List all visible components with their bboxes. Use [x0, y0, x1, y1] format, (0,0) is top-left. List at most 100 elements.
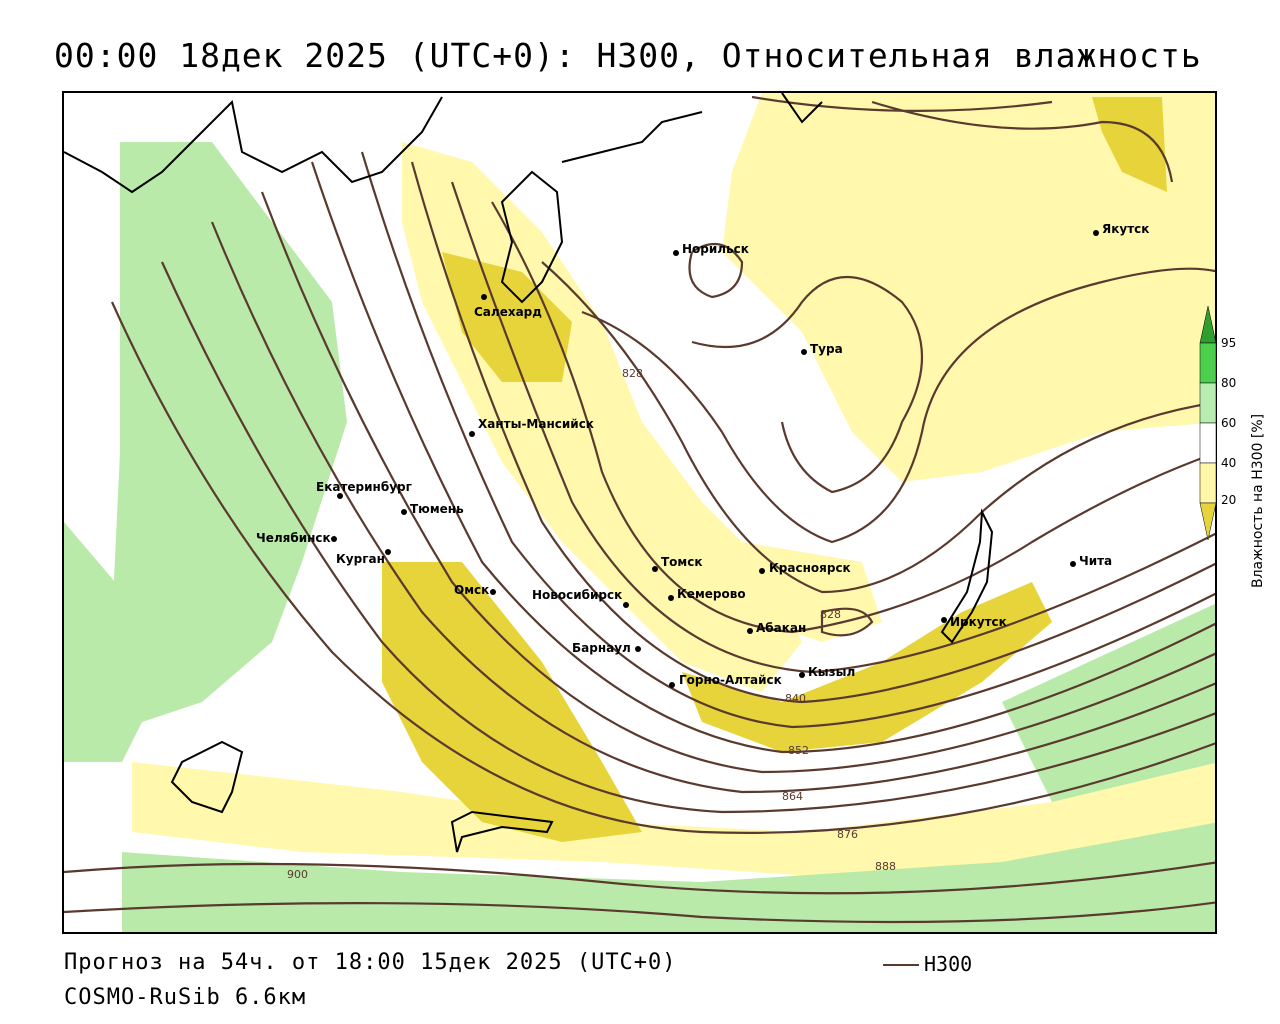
map-svg: 828 828 840 852 864 876 888 900 Якутск Н…	[64, 93, 1215, 932]
colorbar-top-arrow	[1199, 305, 1217, 344]
city-label-barnaul: Барнаул	[572, 641, 631, 655]
h300-contours	[64, 95, 1215, 924]
humidity-area-green-west-2	[64, 522, 152, 762]
city-dot	[747, 628, 753, 634]
city-label-abakan: Абакан	[756, 621, 806, 635]
humidity-area-dark-altai	[682, 582, 1052, 752]
colorbar-tick: 60	[1221, 416, 1236, 430]
city-dot	[337, 493, 343, 499]
city-label-khanty-mansiysk: Ханты-Мансийск	[478, 417, 594, 431]
city-dot	[385, 549, 391, 555]
city-dot	[652, 566, 658, 572]
coastlines	[64, 93, 994, 853]
colorbar-tick: 20	[1221, 493, 1236, 507]
city-dot	[673, 250, 679, 256]
h300-contour	[691, 275, 924, 494]
humidity-area-yellow-ne	[722, 93, 1215, 482]
colorbar-bottom-arrow	[1199, 502, 1217, 541]
colorbar-segment-95	[1199, 342, 1217, 384]
coastline-yamal	[500, 170, 564, 304]
city-label-kurgan: Курган	[336, 552, 385, 566]
contour-label: 828	[622, 367, 643, 380]
contour-label: 840	[785, 692, 806, 705]
humidity-area-dark-south	[382, 562, 642, 842]
h300-contour	[360, 151, 1215, 729]
contour-labels: 828 828 840 852 864 876 888 900	[287, 367, 896, 881]
coastline-east	[781, 93, 823, 124]
city-dot	[635, 646, 641, 652]
coastline-taimyr	[561, 111, 703, 163]
city-label-omsk: Омск	[454, 583, 489, 597]
legend-label: H300	[924, 952, 973, 976]
city-dot	[481, 294, 487, 300]
contour-label: 900	[287, 868, 308, 881]
h300-contour	[110, 301, 1215, 835]
city-dot	[1093, 230, 1099, 236]
city-label-yakutsk: Якутск	[1102, 222, 1149, 236]
city-dot	[668, 595, 674, 601]
city-label-gorno-altaysk: Горно-Алтайск	[679, 673, 782, 687]
cities: Якутск Норильск Салехард Тура Ханты-Манс…	[256, 222, 1149, 688]
city-label-norilsk: Норильск	[682, 242, 749, 256]
h300-contour	[688, 242, 744, 299]
contour-label: 852	[788, 744, 809, 757]
h300-contour	[160, 261, 1215, 814]
contour-label: 888	[875, 860, 896, 873]
city-label-krasnoyarsk: Красноярск	[769, 561, 851, 575]
humidity-fields	[64, 93, 1215, 932]
city-dot	[759, 568, 765, 574]
lake-baikal	[940, 508, 994, 644]
city-dot	[799, 672, 805, 678]
city-label-salekhard: Салехард	[474, 305, 542, 319]
colorbar-tick: 80	[1221, 376, 1236, 390]
h300-contour	[820, 607, 874, 637]
colorbar-segment-60	[1199, 422, 1217, 464]
humidity-area-yellow-ne-dark	[1092, 97, 1167, 192]
city-dot	[331, 536, 337, 542]
city-label-kemerovo: Кемерово	[677, 587, 746, 601]
humidity-colorbar: 95 80 60 40 20 Влажность на H300 [%]	[1199, 305, 1266, 588]
city-label-tura: Тура	[810, 342, 843, 356]
colorbar-segment-40	[1199, 462, 1217, 504]
city-dot	[669, 682, 675, 688]
city-label-tomsk: Томск	[661, 555, 703, 569]
humidity-area-yellow-south	[132, 762, 1215, 882]
city-dot	[941, 617, 947, 623]
colorbar-tick: 95	[1221, 336, 1236, 350]
h300-contour	[64, 861, 1215, 895]
map-frame[interactable]: 828 828 840 852 864 876 888 900 Якутск Н…	[62, 91, 1217, 934]
colorbar-title: Влажность на H300 [%]	[1250, 414, 1266, 588]
city-label-tyumen: Тюмень	[410, 502, 464, 516]
coastline-north	[64, 96, 443, 194]
city-label-kyzyl: Кызыл	[808, 665, 855, 679]
humidity-area-green-west	[112, 142, 347, 722]
city-dot	[1070, 561, 1076, 567]
aral-sea	[170, 740, 244, 814]
colorbar-segment-80	[1199, 382, 1217, 424]
city-dot	[801, 349, 807, 355]
colorbar-tick: 40	[1221, 456, 1236, 470]
lake-balkhash	[450, 810, 554, 853]
city-dot	[401, 509, 407, 515]
city-label-chelyabinsk: Челябинск	[256, 531, 331, 545]
contour-label: 876	[837, 828, 858, 841]
contour-label: 828	[820, 608, 841, 621]
h300-contour	[581, 267, 1215, 544]
contour-label: 864	[782, 790, 803, 803]
humidity-area-dark-salekhard	[442, 252, 572, 382]
h300-contour	[310, 161, 1215, 754]
city-label-ekaterinburg: Екатеринбург	[316, 480, 412, 494]
h300-contour	[450, 181, 1215, 674]
city-dot	[490, 589, 496, 595]
model-name: COSMO-RuSib 6.6км	[64, 985, 307, 1010]
forecast-info: Прогноз на 54ч. от 18:00 15дек 2025 (UTC…	[64, 950, 677, 975]
h300-contour	[491, 201, 1215, 634]
h300-contour	[210, 221, 1215, 794]
h300-contour	[410, 161, 1215, 704]
city-label-chita: Чита	[1079, 554, 1112, 568]
map-title: 00:00 18дек 2025 (UTC+0): H300, Относите…	[54, 36, 1202, 75]
h300-contour	[871, 100, 1174, 183]
h300-contour	[541, 261, 1215, 594]
city-dot	[623, 602, 629, 608]
humidity-area-green-se	[1002, 603, 1215, 802]
